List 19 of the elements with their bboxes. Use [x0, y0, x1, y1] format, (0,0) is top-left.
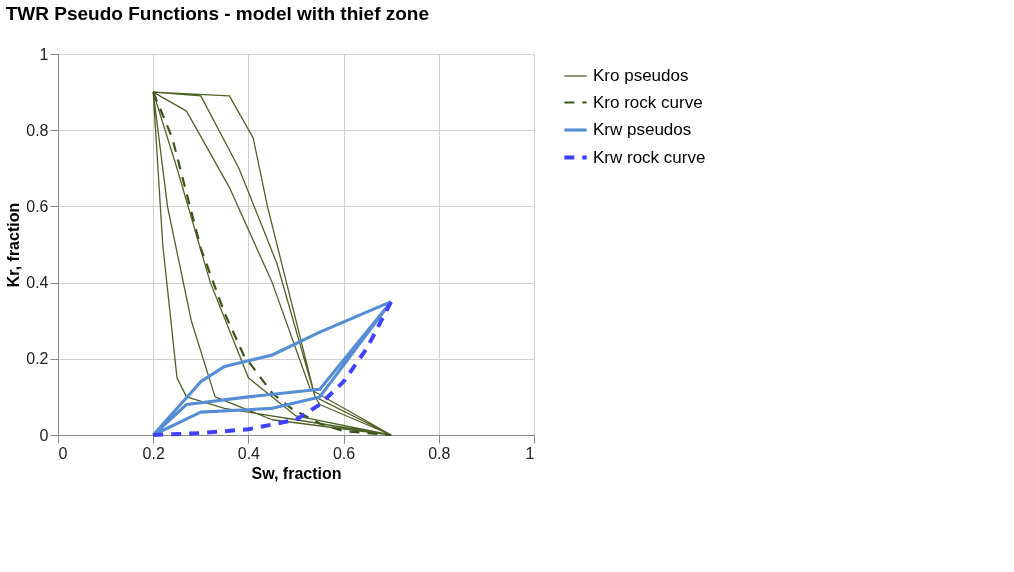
- y-tick-label: 1: [39, 45, 49, 63]
- chart-title: TWR Pseudo Functions - model with thief zone: [5, 3, 430, 24]
- x-tick-label: 0.6: [332, 444, 356, 462]
- y-tick-label: 0: [39, 426, 49, 444]
- y-tick-label: 0.8: [26, 121, 49, 139]
- x-tick-label: 0.4: [237, 444, 261, 462]
- legend-label: Kro pseudos: [593, 66, 689, 85]
- legend-label: Kro rock curve: [593, 92, 703, 112]
- x-tick-label: 0.2: [142, 444, 165, 462]
- x-tick-label: 0: [58, 444, 68, 462]
- y-tick-label: 0.2: [26, 350, 49, 368]
- x-tick-label: 0.8: [428, 444, 451, 462]
- y-tick-label: 0.6: [26, 197, 49, 215]
- legend-label: Krw pseudos: [593, 120, 692, 139]
- x-axis-title: Sw, fraction: [251, 464, 342, 482]
- legend-label: Krw rock curve: [593, 147, 706, 167]
- x-tick-label: 1: [525, 444, 535, 462]
- y-tick-label: 0.4: [26, 274, 49, 292]
- y-axis-title: Kr, fraction: [5, 202, 23, 288]
